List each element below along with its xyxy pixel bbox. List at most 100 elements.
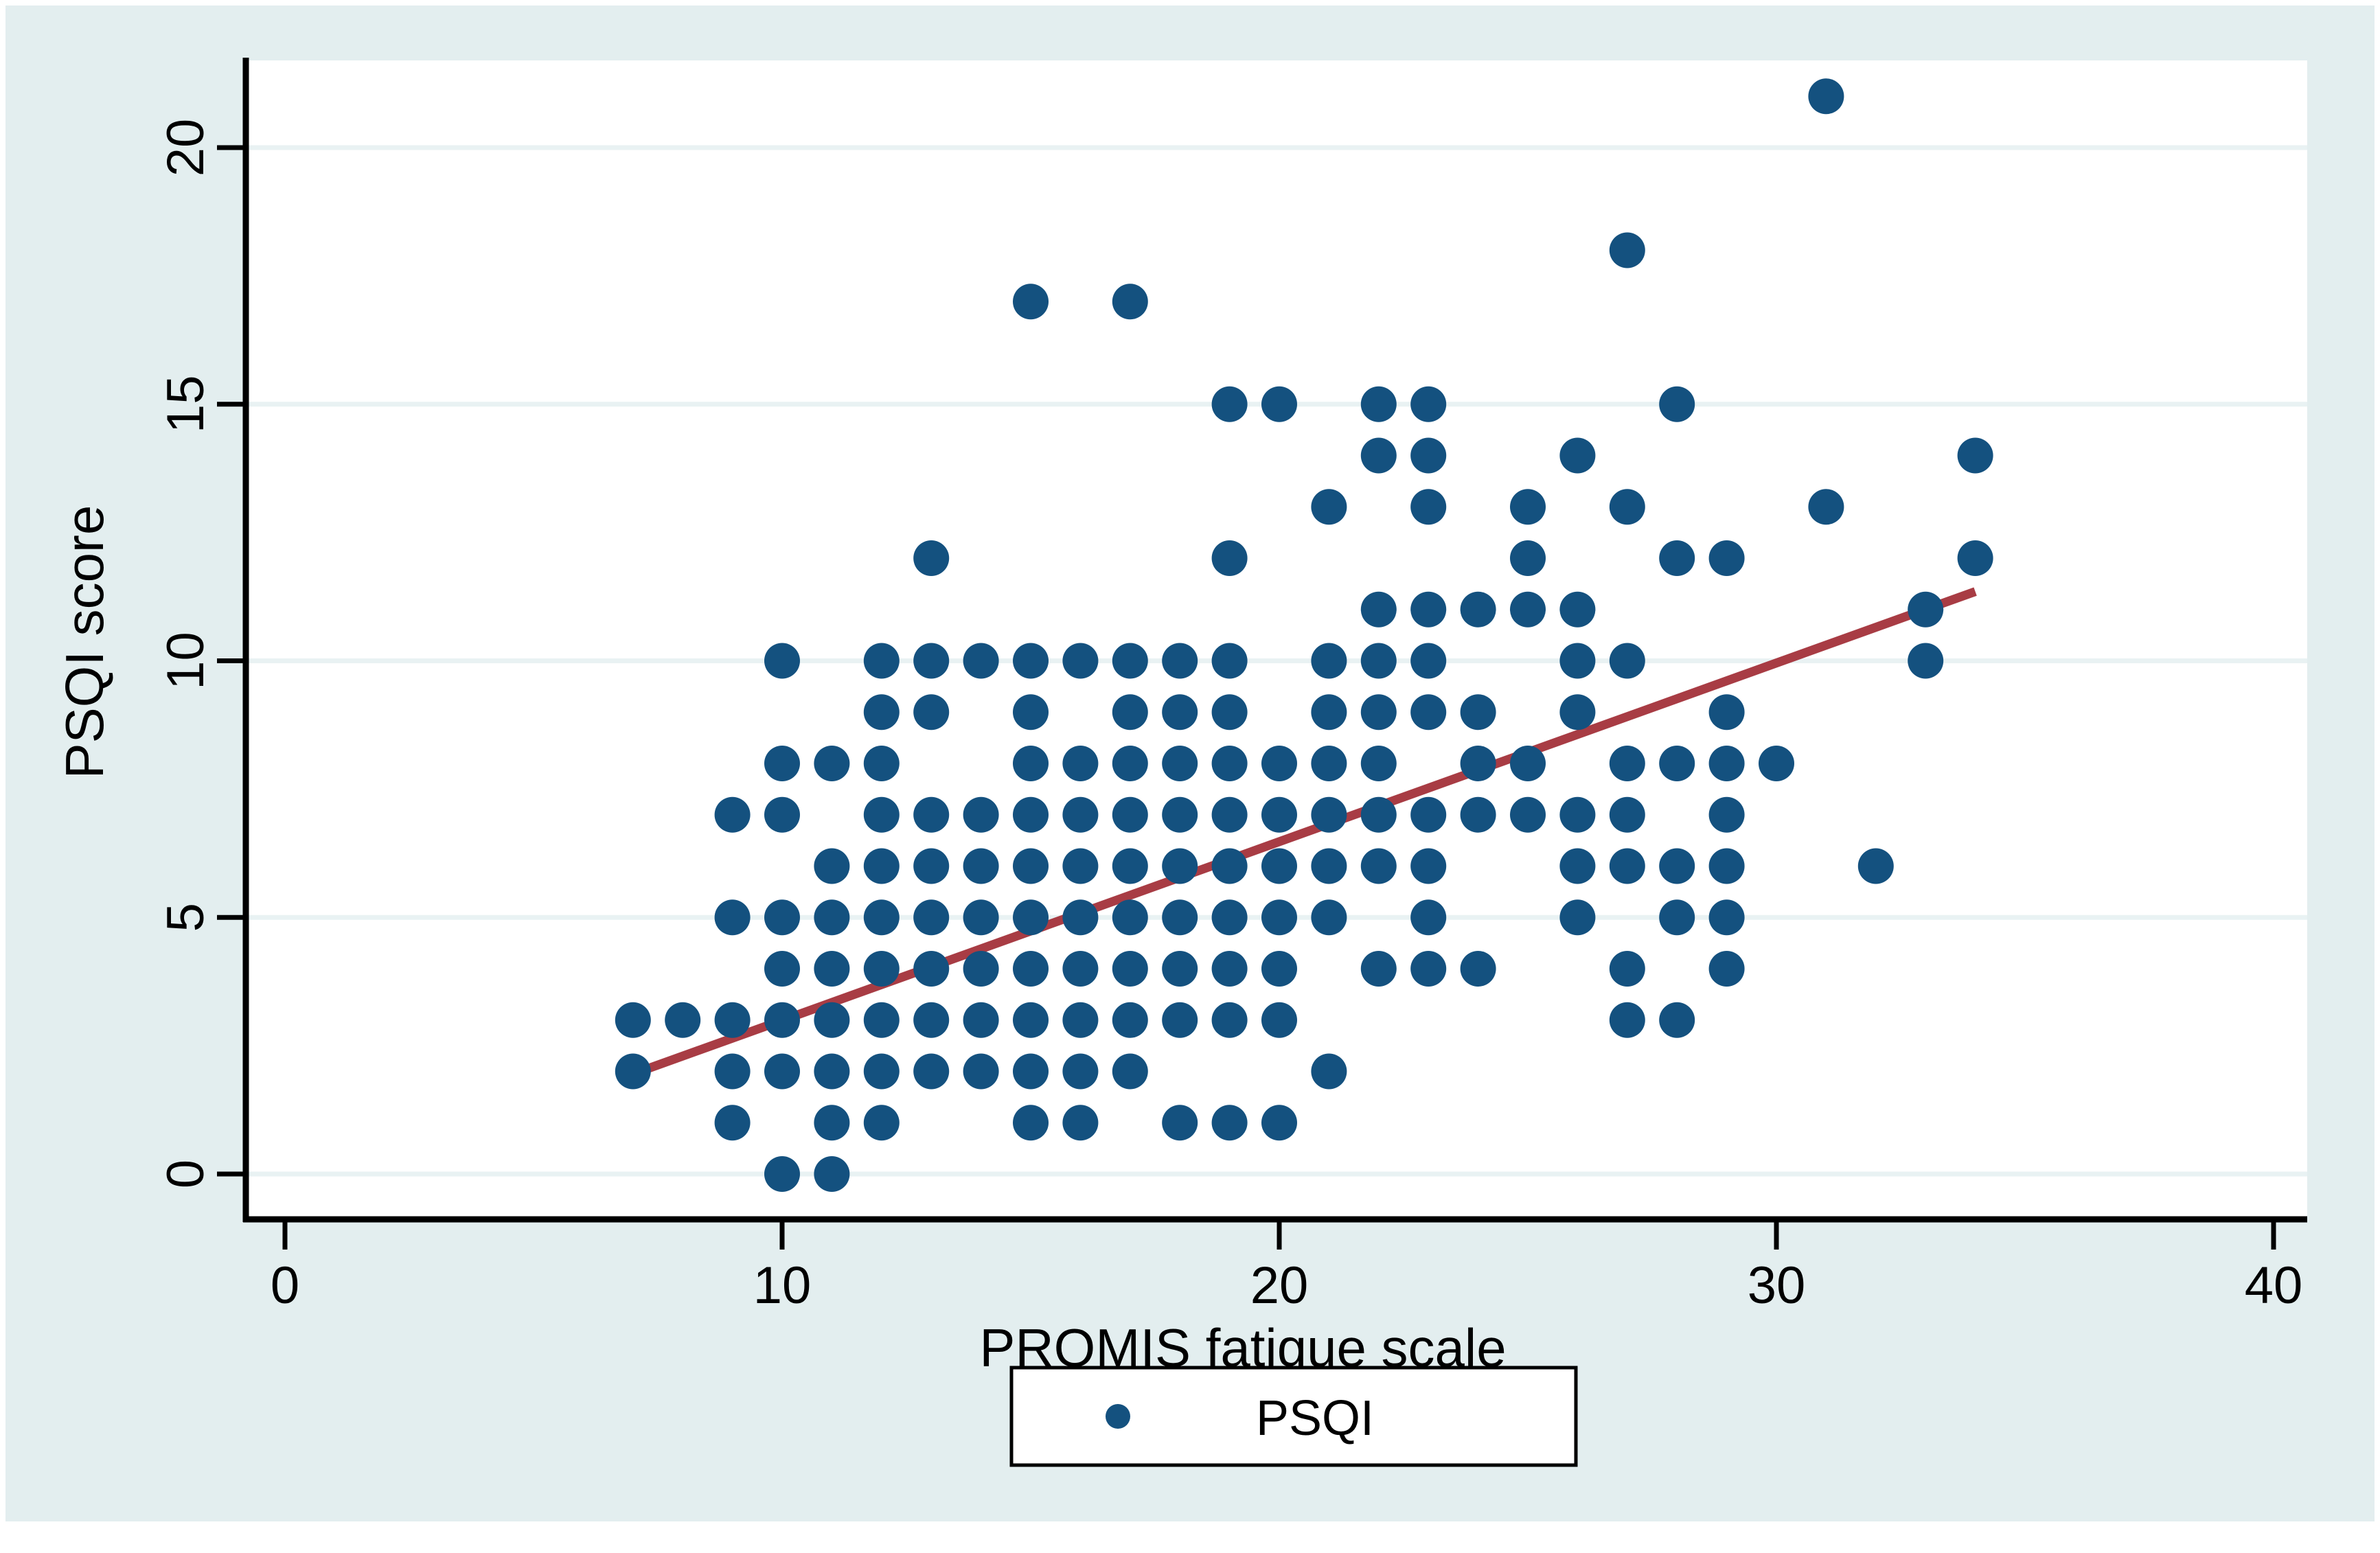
data-point — [1261, 1002, 1297, 1038]
data-point — [1957, 437, 1993, 474]
data-point — [1112, 746, 1148, 781]
data-point — [1112, 643, 1148, 679]
data-point — [963, 796, 999, 833]
data-point — [1857, 848, 1894, 884]
data-point — [1609, 951, 1645, 987]
data-point — [1609, 232, 1645, 268]
data-point — [1460, 796, 1496, 833]
data-point — [1460, 746, 1496, 781]
data-point — [764, 899, 800, 936]
data-point — [764, 1156, 800, 1192]
data-point — [963, 899, 999, 936]
data-point — [1162, 848, 1198, 884]
data-point — [1261, 899, 1297, 936]
data-point — [1013, 694, 1049, 731]
data-point — [1808, 489, 1844, 525]
data-point — [1162, 694, 1198, 731]
data-point — [1311, 899, 1347, 936]
data-point — [1510, 540, 1546, 576]
plot-area — [246, 60, 2307, 1219]
data-point — [814, 1105, 850, 1141]
data-point — [1360, 746, 1397, 781]
data-point — [1510, 796, 1546, 833]
data-point — [1460, 951, 1496, 987]
data-point — [714, 1105, 751, 1141]
data-point — [1261, 746, 1297, 781]
data-point — [1510, 591, 1546, 628]
data-point — [1808, 78, 1844, 115]
data-point — [1609, 746, 1645, 781]
y-tick-label-15: 15 — [157, 375, 215, 433]
data-point — [1261, 1105, 1297, 1141]
data-point — [1211, 643, 1248, 679]
data-point — [814, 746, 850, 781]
data-point — [1013, 951, 1049, 987]
data-point — [1211, 796, 1248, 833]
data-point — [1410, 694, 1447, 731]
data-point — [764, 746, 800, 781]
data-point — [863, 796, 900, 833]
legend-marker-icon — [1106, 1404, 1130, 1429]
data-point — [1559, 848, 1596, 884]
data-point — [863, 1105, 900, 1141]
data-point — [814, 848, 850, 884]
data-point — [1410, 848, 1447, 884]
data-point — [1410, 796, 1447, 833]
data-point — [1162, 643, 1198, 679]
data-point — [1510, 746, 1546, 781]
data-point — [1013, 1002, 1049, 1038]
data-point — [814, 1002, 850, 1038]
data-point — [913, 540, 950, 576]
data-point — [1559, 899, 1596, 936]
data-point — [1410, 437, 1447, 474]
data-point — [1410, 386, 1447, 422]
data-point — [665, 1002, 701, 1038]
data-point — [1609, 1002, 1645, 1038]
data-point — [1708, 796, 1745, 833]
data-point — [1360, 437, 1397, 474]
data-point — [963, 1053, 999, 1090]
data-point — [1659, 746, 1695, 781]
data-point — [1708, 899, 1745, 936]
data-point — [1559, 643, 1596, 679]
data-point — [1112, 1002, 1148, 1038]
data-point — [863, 746, 900, 781]
data-point — [1311, 643, 1347, 679]
legend-label: PSQI — [1256, 1391, 1374, 1446]
data-point — [1211, 1105, 1248, 1141]
data-point — [1311, 694, 1347, 731]
data-point — [1510, 489, 1546, 525]
data-point — [1112, 694, 1148, 731]
data-point — [1013, 643, 1049, 679]
data-point — [714, 1053, 751, 1090]
data-point — [1410, 951, 1447, 987]
data-point — [963, 848, 999, 884]
y-tick-label-10: 10 — [157, 632, 215, 690]
data-point — [1211, 951, 1248, 987]
data-point — [1062, 899, 1099, 936]
data-point — [863, 1002, 900, 1038]
data-point — [863, 643, 900, 679]
data-point — [1311, 746, 1347, 781]
data-point — [1609, 643, 1645, 679]
data-point — [913, 899, 950, 936]
data-point — [1062, 746, 1099, 781]
data-point — [764, 1053, 800, 1090]
data-point — [913, 796, 950, 833]
data-point — [814, 951, 850, 987]
data-point — [863, 694, 900, 731]
data-point — [764, 643, 800, 679]
data-point — [1211, 540, 1248, 576]
data-point — [1360, 386, 1397, 422]
data-point — [1708, 951, 1745, 987]
data-point — [863, 951, 900, 987]
data-point — [913, 1002, 950, 1038]
data-point — [963, 951, 999, 987]
data-point — [1609, 796, 1645, 833]
data-point — [1013, 899, 1049, 936]
data-point — [1708, 746, 1745, 781]
data-point — [714, 1002, 751, 1038]
data-point — [764, 1002, 800, 1038]
data-point — [1708, 694, 1745, 731]
